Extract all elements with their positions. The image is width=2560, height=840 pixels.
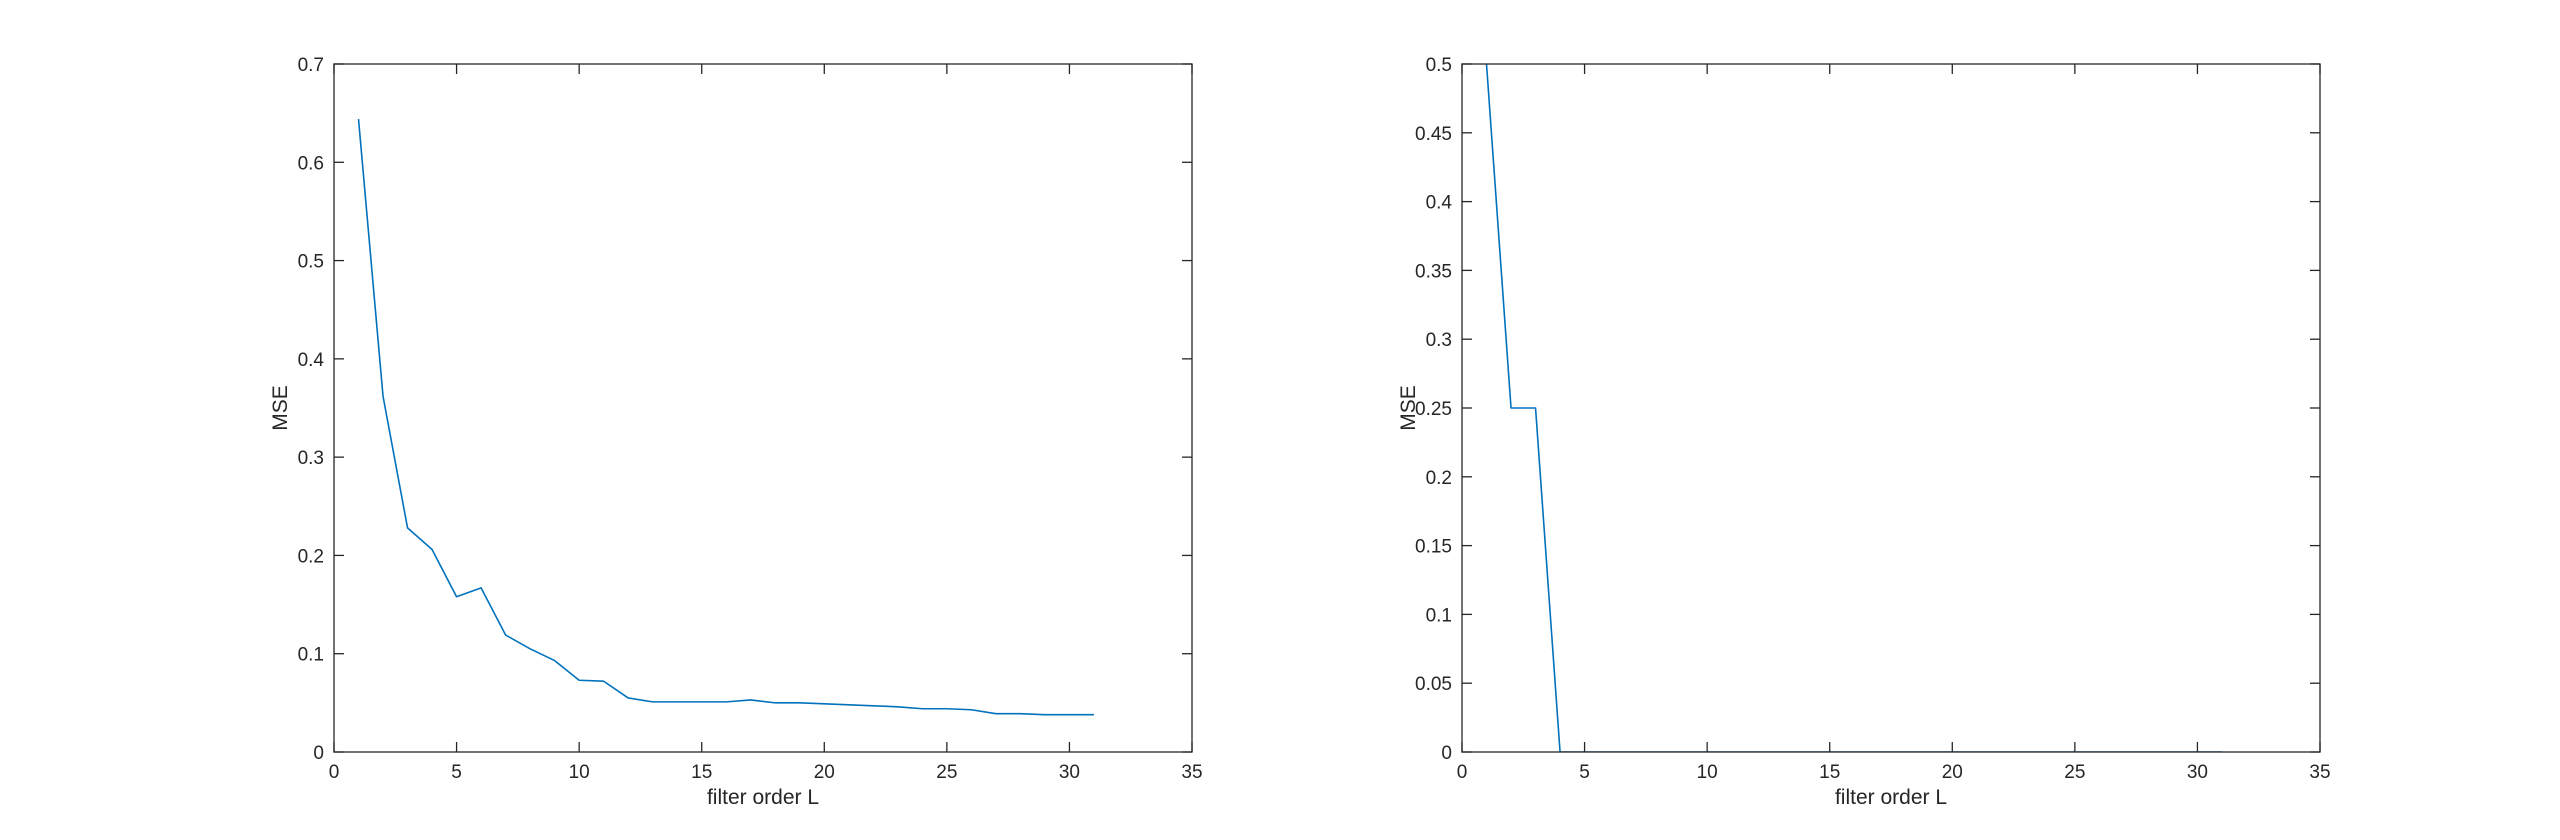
x-tick-label: 15 (691, 762, 712, 783)
y-tick-label: 0.2 (298, 546, 324, 567)
axes-box (1461, 63, 2321, 753)
y-tick-label: 0.5 (298, 252, 324, 273)
x-tick-label: 20 (1942, 762, 1963, 783)
x-axis-label: filter order L (707, 786, 819, 809)
series-line-0 (1485, 64, 2222, 752)
x-tick-label: 35 (1181, 762, 1202, 783)
x-tick-label: 30 (2187, 762, 2208, 783)
y-tick-label: 0.5 (1426, 55, 1452, 76)
x-tick-label: 0 (329, 762, 340, 783)
y-axis-label: MSE (1397, 385, 1420, 431)
x-tick-label: 5 (451, 762, 462, 783)
y-tick-label: 0.1 (298, 645, 324, 666)
y-tick-label: 0.7 (298, 55, 324, 76)
y-tick-label: 0.4 (298, 350, 325, 371)
x-tick-label: 10 (569, 762, 590, 783)
x-tick-label: 25 (2064, 762, 2085, 783)
y-tick-label: 0.2 (1426, 468, 1452, 489)
y-tick-label: 0.45 (1415, 124, 1452, 145)
y-tick-label: 0 (313, 743, 324, 764)
x-tick-label: 35 (2309, 762, 2330, 783)
x-axis-label: filter order L (1835, 786, 1947, 809)
y-tick-label: 0.6 (298, 153, 324, 174)
y-tick-label: 0.35 (1415, 261, 1452, 282)
y-axis-label: MSE (269, 385, 292, 431)
y-tick-label: 0 (1441, 743, 1452, 764)
y-tick-label: 0.25 (1415, 399, 1452, 420)
x-tick-label: 0 (1457, 762, 1468, 783)
y-tick-label: 0.05 (1415, 674, 1452, 695)
y-tick-label: 0.15 (1415, 537, 1452, 558)
y-tick-label: 0.3 (298, 448, 324, 469)
y-tick-label: 0.3 (1426, 330, 1452, 351)
x-tick-label: 25 (936, 762, 957, 783)
y-tick-label: 0.1 (1426, 605, 1452, 626)
y-tick-label: 0.4 (1426, 193, 1453, 214)
x-tick-label: 5 (1579, 762, 1590, 783)
x-tick-label: 10 (1697, 762, 1718, 783)
x-tick-label: 15 (1819, 762, 1840, 783)
x-tick-label: 30 (1059, 762, 1080, 783)
x-tick-label: 20 (814, 762, 835, 783)
axes-box (333, 63, 1193, 753)
series-line-0 (357, 118, 1094, 716)
